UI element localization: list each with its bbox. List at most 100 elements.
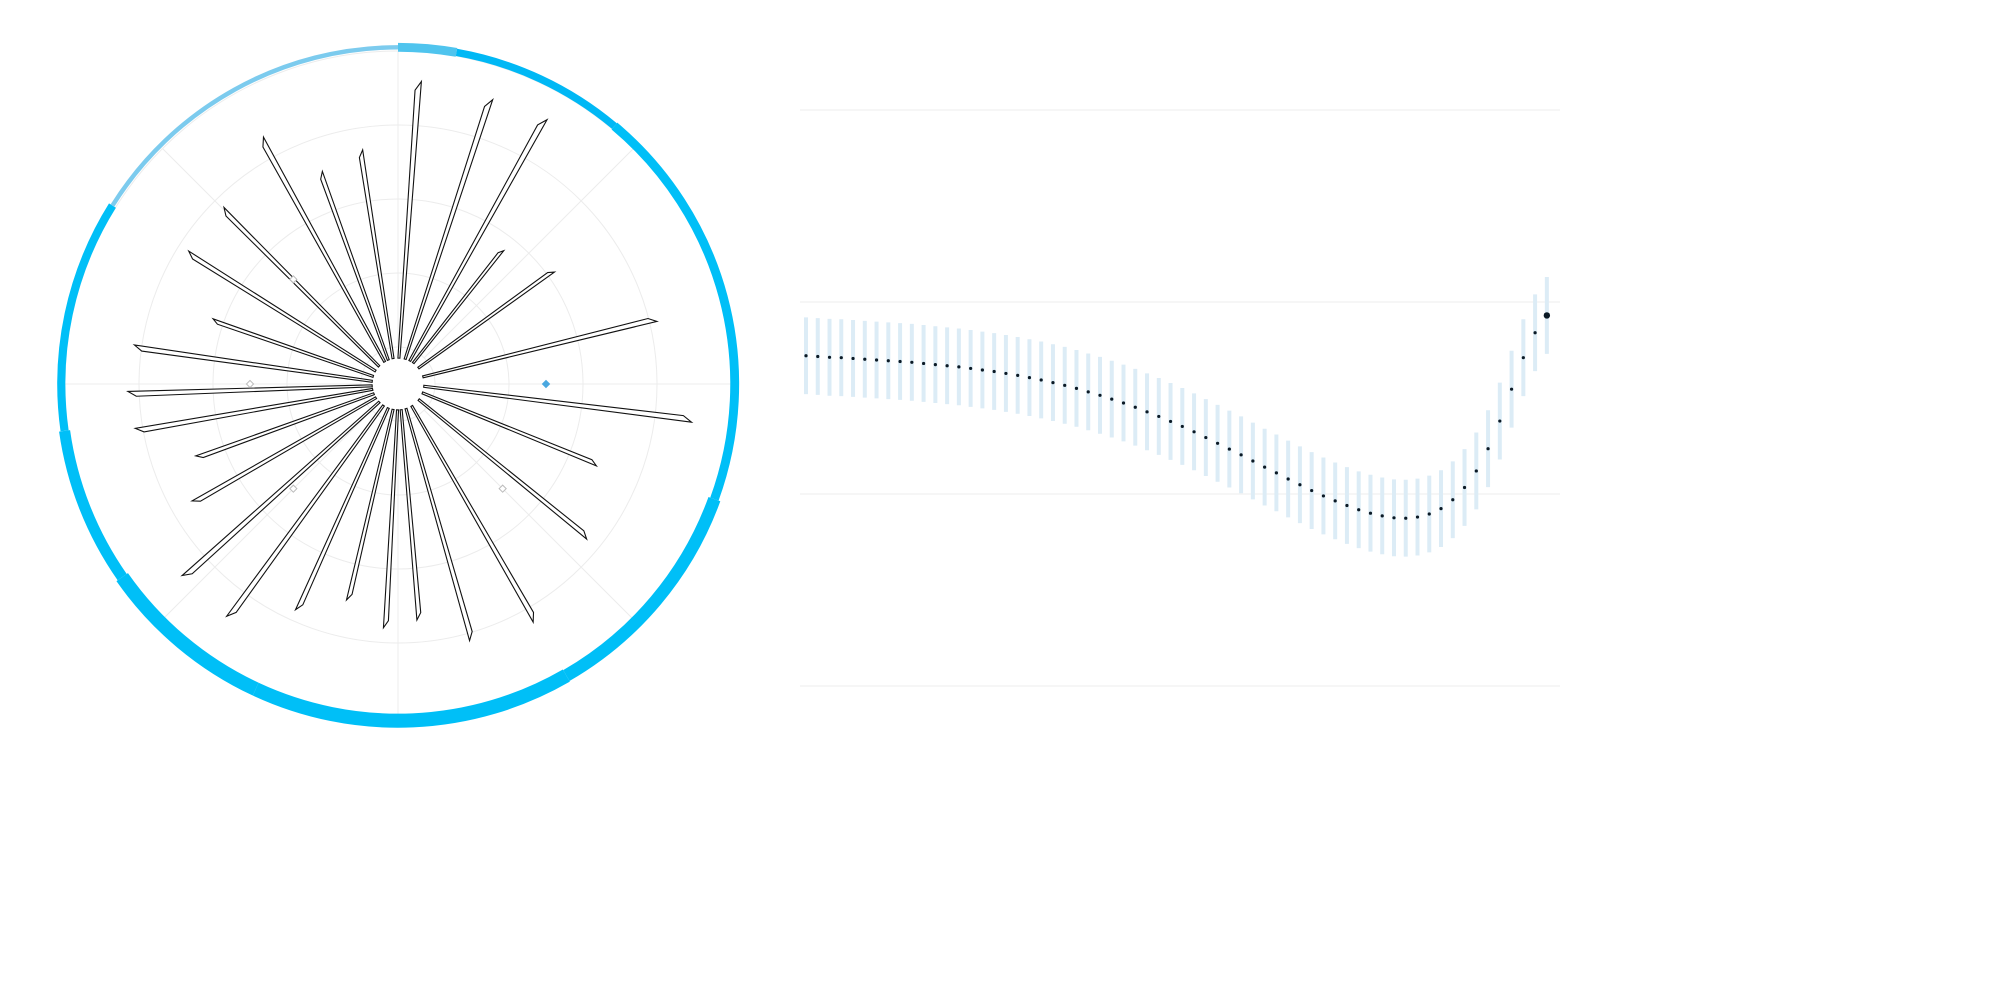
data-point [921, 361, 926, 366]
data-point [1086, 390, 1090, 394]
data-point [910, 360, 914, 364]
data-point [1498, 419, 1502, 423]
data-point [804, 354, 808, 358]
petal [294, 406, 390, 612]
petal [397, 79, 423, 359]
marker [289, 484, 298, 493]
petal [421, 317, 659, 379]
grid-spoke [423, 409, 634, 620]
data-point [1427, 512, 1431, 516]
data-point [980, 368, 984, 372]
data-point [1521, 356, 1525, 360]
marker [541, 379, 551, 389]
data-point [1543, 312, 1551, 319]
petal [403, 97, 494, 361]
data-point [1439, 506, 1443, 511]
data-point [1180, 424, 1184, 429]
petal [421, 391, 598, 468]
data-point [1098, 393, 1102, 397]
grid-spoke [423, 148, 634, 359]
petal [262, 135, 387, 364]
data-point [1286, 477, 1290, 481]
scatter-grid [800, 109, 1560, 687]
data-point [898, 359, 902, 364]
petal [190, 396, 378, 502]
data-point [1486, 447, 1490, 451]
data-point [827, 355, 832, 359]
petal [416, 271, 557, 370]
data-point [1274, 471, 1278, 475]
data-point [816, 354, 820, 359]
data-point [1404, 516, 1408, 520]
data-point [1145, 410, 1149, 414]
data-point [1345, 503, 1349, 508]
data-point [1462, 485, 1467, 490]
petal [211, 317, 375, 379]
petal [417, 397, 588, 541]
petal [126, 384, 373, 397]
petal [410, 404, 535, 625]
marker [289, 275, 298, 284]
data-point [1415, 515, 1420, 519]
petal [180, 400, 381, 577]
petal [411, 249, 506, 365]
data-point [1380, 514, 1384, 518]
data-point [933, 362, 937, 367]
band-segment [59, 430, 127, 581]
data-point [1004, 371, 1008, 376]
petal [223, 205, 381, 368]
data-point [1263, 465, 1267, 469]
data-point [969, 366, 973, 371]
data-point [1239, 453, 1243, 457]
data-point [863, 357, 867, 361]
data-point [1039, 378, 1043, 382]
error-bar-chart [800, 109, 1560, 687]
data-point [1215, 441, 1220, 445]
petal [132, 344, 373, 383]
radial-markers [245, 275, 551, 493]
data-point [1204, 435, 1208, 440]
data-point [874, 358, 879, 362]
band-segment [110, 45, 399, 207]
marker [498, 484, 507, 493]
radial-outer-band [57, 42, 740, 728]
data-point [1016, 373, 1020, 377]
petal [193, 392, 376, 459]
band-segment [611, 122, 740, 501]
data-point [839, 356, 843, 360]
data-point [1310, 488, 1314, 493]
band-segment [397, 42, 458, 57]
data-point [1333, 499, 1337, 503]
data-point [1357, 508, 1361, 512]
petal [133, 387, 374, 433]
data-point [1074, 386, 1079, 390]
grid-spoke [162, 409, 373, 620]
data-point [1157, 414, 1161, 419]
band-segment [455, 48, 617, 129]
data-point [1110, 397, 1114, 401]
band-segment [57, 203, 116, 432]
petal [225, 404, 386, 618]
marker [245, 379, 255, 389]
data-point [851, 356, 855, 361]
petal [382, 409, 400, 630]
data-point [1133, 405, 1137, 409]
data-point [1509, 387, 1514, 391]
data-point [1192, 430, 1196, 434]
data-point [1451, 498, 1455, 502]
band-segment [116, 573, 259, 696]
data-point [886, 359, 890, 363]
radial-grid [64, 50, 732, 718]
petal [345, 408, 395, 602]
band-segment [563, 497, 721, 682]
petal [404, 407, 473, 643]
band-segment [252, 669, 570, 728]
petal [187, 249, 377, 373]
data-point [1051, 381, 1055, 385]
data-point [1168, 419, 1173, 424]
data-point [945, 364, 949, 368]
scatter-error-bars [804, 277, 1549, 557]
petal [320, 169, 390, 362]
data-point [1027, 376, 1032, 380]
